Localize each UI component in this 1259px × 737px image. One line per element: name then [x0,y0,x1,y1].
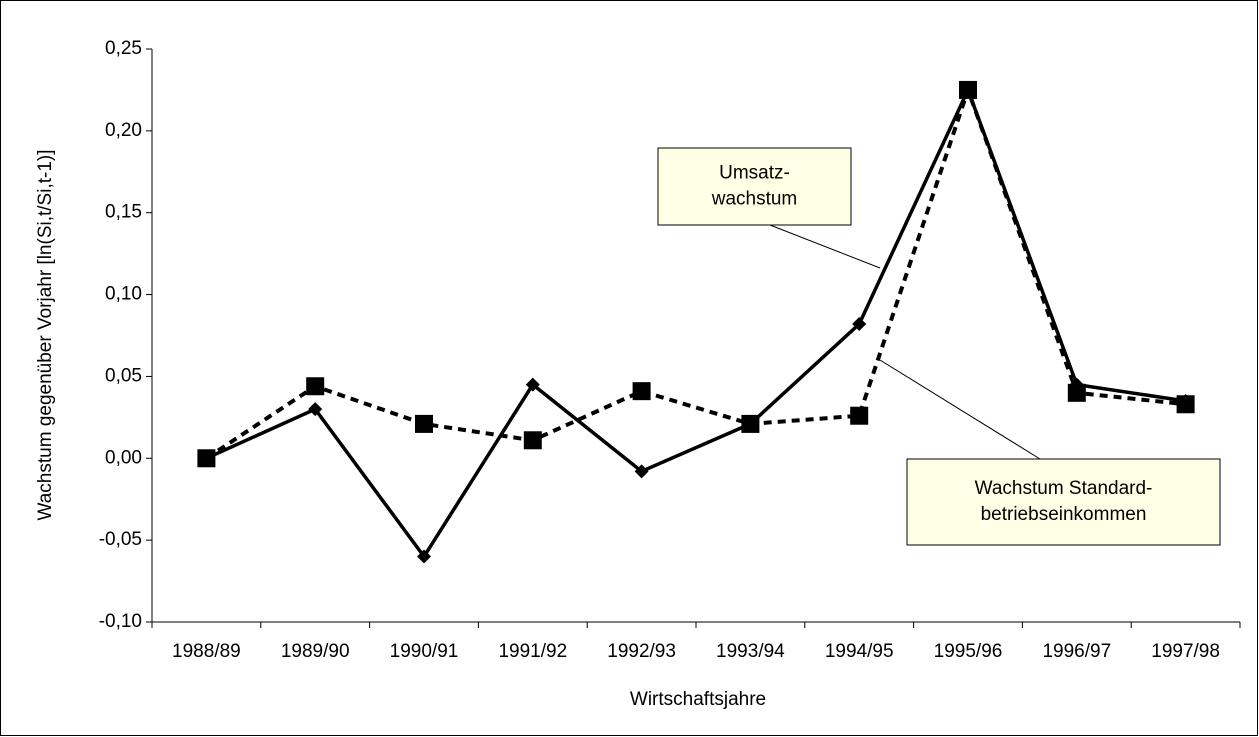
series-line [205,83,1186,460]
x-tick-label: 1992/93 [607,641,676,662]
callout-text: betriebseinkommen [981,504,1147,525]
series-line [205,85,1186,560]
callout-leader [769,224,881,269]
x-tick-label: 1991/92 [498,641,567,662]
diamond-marker [852,317,867,332]
square-marker [1176,395,1195,414]
x-tick-label: 1990/91 [390,641,459,662]
callout-text: Umsatz- [719,163,790,184]
square-marker [306,377,325,396]
callout-box [906,458,1221,546]
square-marker [850,406,869,425]
square-marker [959,80,977,99]
y-tick-label: -0,10 [99,611,142,632]
square-marker [1067,383,1086,402]
y-tick-label: 0,20 [105,120,142,141]
callout-box [657,147,852,226]
y-tick-label: 0,25 [105,38,142,59]
x-tick-label: 1995/96 [934,641,1003,662]
callout-text: Wachstum Standard- [975,478,1153,499]
x-tick-label: 1996/97 [1042,641,1111,662]
y-tick-label: 0,00 [105,447,142,468]
y-tick-label: -0,05 [99,529,142,550]
x-tick-label: 1994/95 [825,641,894,662]
callout-text: wachstum [711,189,798,210]
x-tick-label: 1993/94 [716,641,785,662]
diamond-marker [308,402,323,417]
diamond-marker [525,377,540,392]
diamond-marker [634,464,649,479]
callout-leader [879,359,1041,460]
diamond-marker [417,549,431,564]
x-axis-label: Wirtschaftsjahre [630,689,766,710]
square-marker [741,414,760,433]
y-tick-label: 0,10 [105,284,142,305]
square-marker [632,382,651,401]
x-tick-label: 1989/90 [281,641,350,662]
square-marker [197,449,216,468]
x-tick-label: 1988/89 [172,641,241,662]
y-tick-label: 0,05 [105,365,142,386]
y-axis-label: Wachstum gegenüber Vorjahr [ln(Si,t/Si,t… [35,149,56,520]
square-marker [415,414,433,433]
x-tick-label: 1997/98 [1151,641,1220,662]
y-tick-label: 0,15 [105,202,142,223]
square-marker [523,431,542,450]
